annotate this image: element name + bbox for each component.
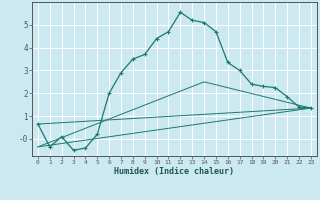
X-axis label: Humidex (Indice chaleur): Humidex (Indice chaleur) [115,167,234,176]
